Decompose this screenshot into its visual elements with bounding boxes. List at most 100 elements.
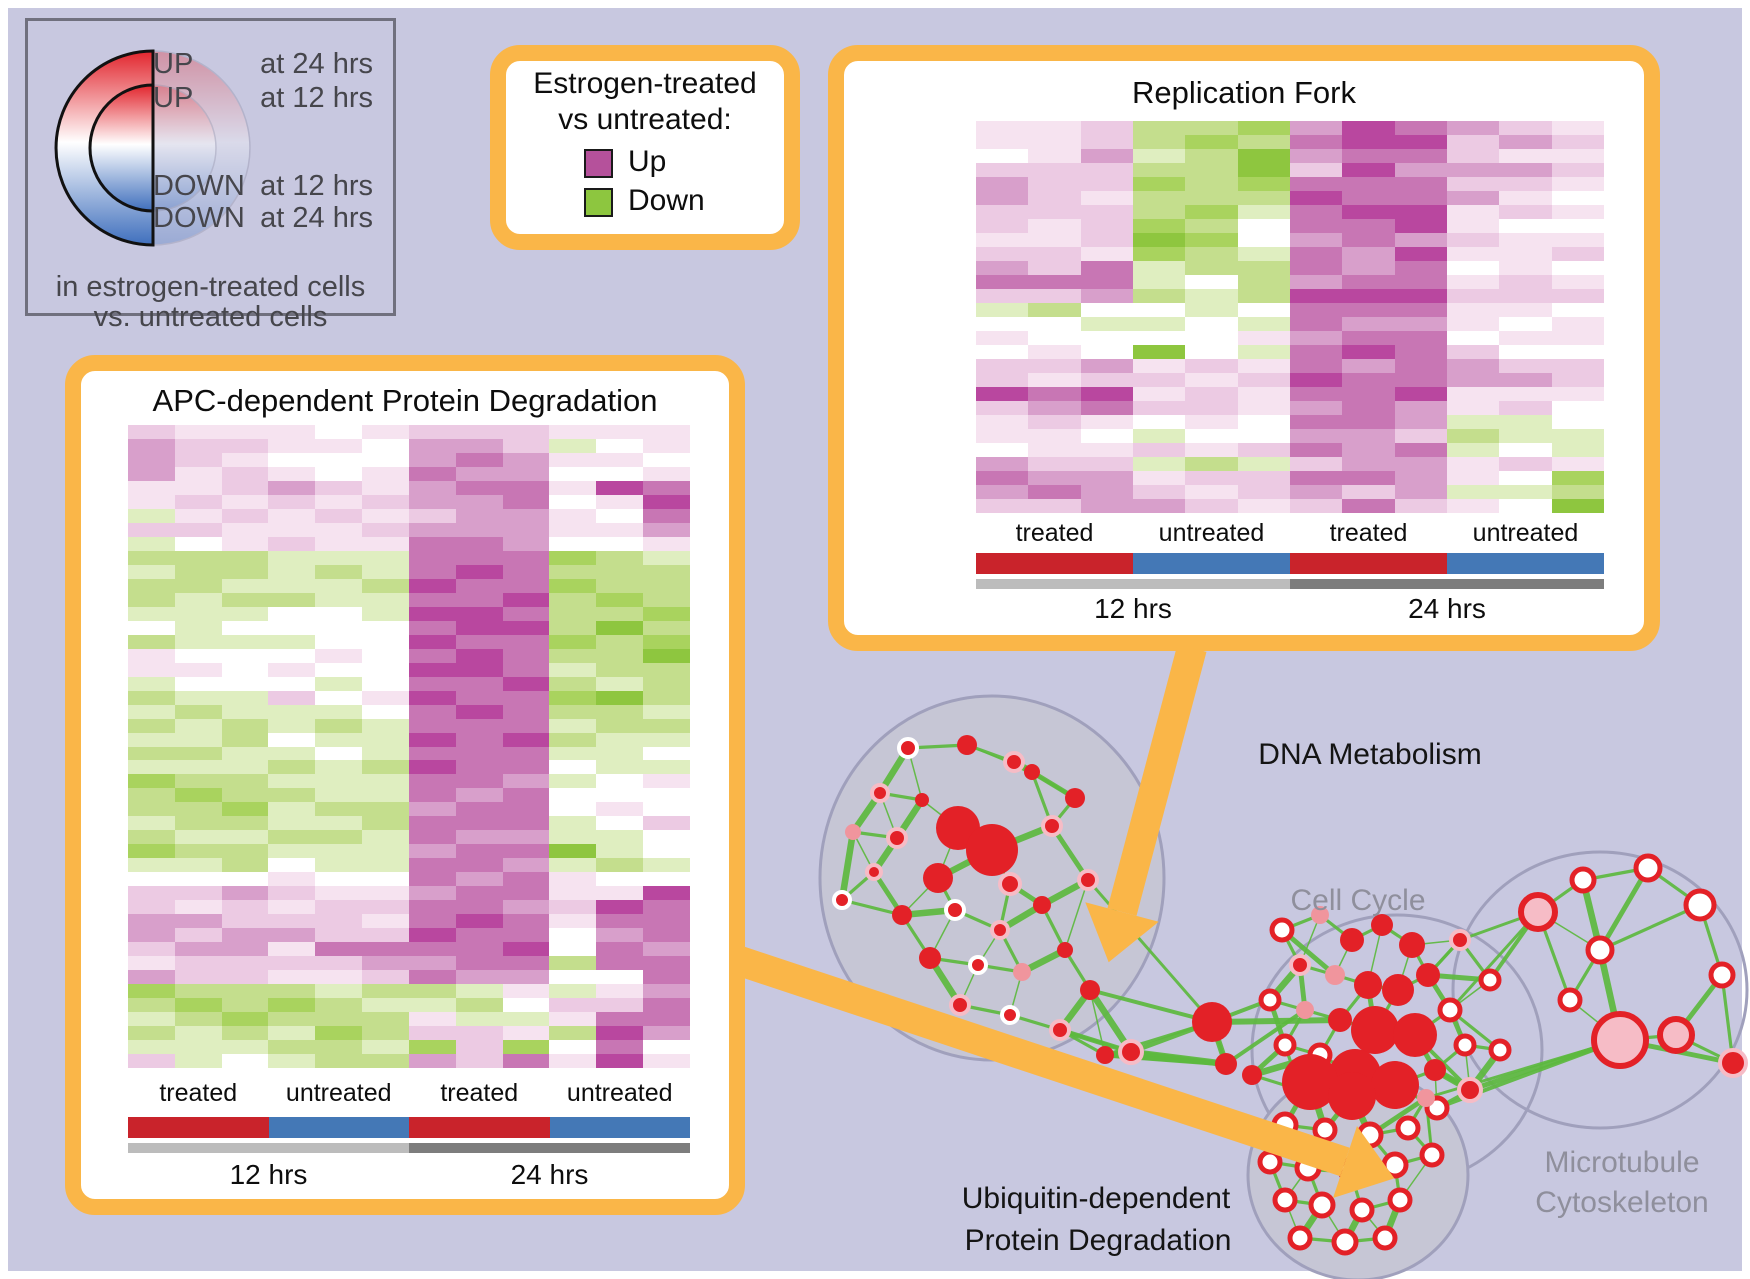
heatmap-cell (174, 522, 222, 537)
heatmap-cell (1028, 149, 1081, 163)
heatmap-cell (1446, 275, 1500, 289)
heatmap-cell (1499, 233, 1552, 247)
heatmap-cell (1394, 499, 1447, 513)
dna-metabolism-label: DNA Metabolism (1258, 738, 1482, 771)
treated-bar (1290, 553, 1447, 574)
heatmap-cell (1394, 177, 1447, 191)
heatmap-cell (408, 550, 456, 565)
heatmap-cell (455, 718, 503, 733)
heatmap-cell (1028, 387, 1081, 401)
heatmap-cell (596, 998, 644, 1013)
gene-node-red (1328, 1008, 1352, 1032)
heatmap-cell (1237, 359, 1290, 373)
heatmap-cell (315, 1026, 363, 1041)
heatmap-cell (643, 1012, 690, 1027)
heatmap-cell (502, 480, 550, 495)
heatmap-cell (596, 508, 644, 523)
heatmap-cell (502, 900, 550, 915)
heatmap-cell (128, 844, 175, 859)
treated-bar (128, 1117, 269, 1138)
heatmap-cell (1132, 219, 1186, 233)
heatmap-cell (174, 732, 222, 747)
heatmap-cell (549, 578, 597, 593)
gene-node-red (1371, 1061, 1419, 1109)
heatmap-cell (643, 494, 690, 509)
heatmap-cell (408, 480, 456, 495)
gene-node-ring (1372, 1225, 1398, 1251)
heatmap-cell (315, 844, 363, 859)
heatmap-cell (1342, 149, 1395, 163)
heatmap-cell (643, 648, 690, 663)
heatmap-cell (408, 802, 456, 817)
heatmap-cell (315, 606, 363, 621)
gene-node-pink (1325, 965, 1345, 985)
heatmap-cell (221, 494, 269, 509)
heatmap-cell (502, 802, 550, 817)
heatmap-cell (455, 536, 503, 551)
heatmap-cell (315, 648, 363, 663)
heatmap-cell (1132, 443, 1186, 457)
gene-node-red (1242, 1065, 1262, 1085)
heatmap-cell (408, 438, 456, 453)
heatmap-cell (1446, 373, 1500, 387)
heatmap-cell (549, 830, 597, 845)
heatmap-cell (1289, 191, 1343, 205)
heatmap-cell (455, 662, 503, 677)
heatmap-cell (128, 592, 175, 607)
heatmap-cell (315, 970, 363, 985)
ring-gradient-icon (54, 49, 251, 247)
heatmap-cell (174, 634, 222, 649)
heatmap-cell (174, 844, 222, 859)
gene-node-red (1096, 1046, 1114, 1064)
heatmap-cell (315, 452, 363, 467)
heatmap-cell (362, 634, 409, 649)
heatmap-cell (549, 648, 597, 663)
condition-label: untreated (1158, 519, 1265, 547)
heatmap-cell (455, 508, 503, 523)
heatmap-cell (1132, 331, 1186, 345)
gene-node-ring (1271, 1111, 1299, 1139)
heatmap-cell (221, 788, 269, 803)
heatmap-cell (1446, 429, 1500, 443)
heatmap-cell (1028, 289, 1081, 303)
gene-node-ring (1633, 853, 1663, 883)
heatmap-cell (596, 928, 644, 943)
gene-node-red (1024, 764, 1040, 780)
heatmap-cell (174, 578, 222, 593)
ring-legend-up12-word: UP (153, 82, 194, 114)
heatmap-cell (408, 564, 456, 579)
heatmap-cell (455, 830, 503, 845)
heatmap-cell (502, 620, 550, 635)
heatmap-cell (1080, 233, 1133, 247)
treated-bar (409, 1117, 550, 1138)
heatmap-cell (362, 578, 409, 593)
heatmap-cell (221, 956, 269, 971)
up-color-swatch (584, 149, 613, 178)
heatmap-cell (315, 774, 363, 789)
untreated-bar (268, 1117, 409, 1138)
heatmap-cell (643, 886, 690, 901)
heatmap-cell (976, 457, 1029, 471)
gene-node-ring (1337, 1157, 1363, 1183)
heatmap-cell (174, 914, 222, 929)
heatmap-cell (408, 858, 456, 873)
heatmap-cell (174, 620, 222, 635)
heatmap-cell (1551, 345, 1604, 359)
heatmap-cell (1080, 247, 1133, 261)
heatmap-cell (976, 135, 1029, 149)
heatmap-cell (976, 289, 1029, 303)
gene-node-ring (1453, 1033, 1477, 1057)
heatmap-cell (362, 1040, 409, 1055)
heatmap-cell (1499, 359, 1552, 373)
heatmap-cell (221, 452, 269, 467)
heatmap-cell (1028, 401, 1081, 415)
heatmap-cell (455, 634, 503, 649)
heatmap-cell (596, 1040, 644, 1055)
heatmap-cell (455, 816, 503, 831)
heatmap-cell (1237, 233, 1290, 247)
heatmap-cell (1132, 429, 1186, 443)
heatmap-cell (1028, 191, 1081, 205)
heatmap-cell (643, 662, 690, 677)
heatmap-cell (1028, 499, 1081, 513)
heatmap-cell (1499, 443, 1552, 457)
